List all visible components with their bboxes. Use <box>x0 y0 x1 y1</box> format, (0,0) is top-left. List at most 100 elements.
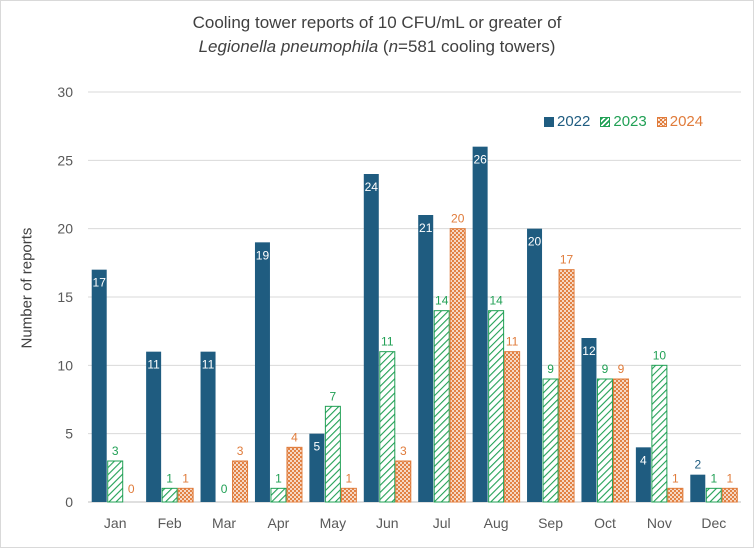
x-tick-label: Feb <box>158 515 182 531</box>
gridlines <box>88 91 741 503</box>
legend-label: 2024 <box>669 113 704 130</box>
legend-item-2023: 2023 <box>600 113 647 130</box>
x-tick-label: Mar <box>212 515 236 531</box>
bar-2022-Jun <box>363 174 379 502</box>
data-label-2022-Sep: 20 <box>528 235 542 249</box>
data-label-2023-Nov: 10 <box>653 348 667 362</box>
data-label-2022-Mar: 11 <box>202 358 215 372</box>
data-label-2022-Jun: 24 <box>365 180 379 194</box>
legend-item-2024: 2024 <box>656 113 704 130</box>
x-tick-label: Aug <box>484 515 509 531</box>
bar-2022-Nov <box>635 447 651 502</box>
chart-title-n: n <box>388 37 399 56</box>
bar-2024-Oct <box>612 378 629 503</box>
chart-title-line-1: Cooling tower reports of 10 CFU/mL or gr… <box>192 13 562 32</box>
data-label-2024-Aug: 11 <box>506 335 519 349</box>
bars <box>91 146 738 503</box>
y-tick-label: 5 <box>65 426 73 442</box>
chart-title-line-2: Legionella pneumophila (n=581 cooling to… <box>1 37 753 57</box>
data-label-2024-May: 1 <box>346 471 353 485</box>
bar-2023-Oct <box>596 378 613 503</box>
data-label-2024-Mar: 3 <box>237 444 244 458</box>
data-label-2023-Feb: 1 <box>166 471 173 485</box>
y-tick-label: 20 <box>57 221 73 237</box>
bar-2023-Dec <box>705 487 722 503</box>
bar-2023-Jun <box>379 351 396 503</box>
data-label-2023-Jul: 14 <box>435 294 449 308</box>
data-label-2022-Nov: 4 <box>640 453 647 467</box>
data-label-2023-Aug: 14 <box>489 294 503 308</box>
data-label-2023-Jun: 11 <box>381 335 394 349</box>
data-label-2024-Jun: 3 <box>400 444 407 458</box>
bar-2023-Sep <box>542 378 559 503</box>
bar-2022-Sep <box>527 228 543 502</box>
legend-swatch <box>656 116 667 127</box>
bar-2024-Apr <box>286 446 303 503</box>
data-label-2022-Oct: 12 <box>582 344 596 358</box>
bar-2022-Dec <box>690 474 706 502</box>
y-tick-label: 25 <box>57 152 73 168</box>
data-label-2024-Apr: 4 <box>291 430 298 444</box>
bar-2023-Nov <box>651 364 668 503</box>
legend-swatch <box>544 116 554 127</box>
x-tick-label: Jul <box>433 515 451 531</box>
bar-2023-Aug <box>488 310 505 503</box>
data-label-2023-Sep: 9 <box>547 362 554 376</box>
y-tick-label: 30 <box>57 84 73 100</box>
data-label-2022-Jul: 21 <box>419 221 433 235</box>
x-tick-label: Jan <box>104 515 127 531</box>
data-label-2024-Sep: 17 <box>560 253 574 267</box>
data-label-2022-Aug: 26 <box>473 153 487 167</box>
data-label-2024-Dec: 1 <box>726 471 733 485</box>
data-label-2024-Oct: 9 <box>618 362 625 376</box>
bar-2024-Mar <box>232 460 249 503</box>
x-tick-label: May <box>320 515 346 531</box>
x-tick-label: Oct <box>594 515 616 531</box>
bar-2024-Jul <box>449 228 466 503</box>
chart-title-close: =581 cooling towers) <box>398 37 556 56</box>
bar-2023-May <box>324 405 341 503</box>
data-label-2024-Jul: 20 <box>451 212 465 226</box>
y-tick-label: 0 <box>65 494 73 510</box>
bar-2022-Jul <box>418 215 434 502</box>
data-label-2024-Jan: 0 <box>128 482 135 496</box>
data-label-2023-Apr: 1 <box>275 471 282 485</box>
chart-title-open: ( <box>378 37 389 56</box>
bar-2022-Jan <box>91 269 107 502</box>
data-label-2022-May: 5 <box>314 440 321 454</box>
bar-2024-Jun <box>395 460 412 503</box>
data-label-2023-Dec: 1 <box>710 471 717 485</box>
legend-item-2022: 2022 <box>544 113 590 130</box>
data-label-2022-Apr: 19 <box>256 248 270 262</box>
legend-label: 2023 <box>613 113 647 130</box>
y-tick-label: 10 <box>57 357 73 373</box>
y-tick-label: 15 <box>57 289 73 305</box>
x-tick-label: Sep <box>538 515 563 531</box>
data-label-2024-Feb: 1 <box>182 471 189 485</box>
data-label-2023-May: 7 <box>330 389 337 403</box>
bar-2023-Apr <box>270 487 287 503</box>
x-tick-label: Jun <box>376 515 399 531</box>
legend-label: 2022 <box>557 113 591 130</box>
bar-2022-Aug <box>472 146 488 502</box>
data-label-2023-Jan: 3 <box>112 444 119 458</box>
bar-2024-Aug <box>504 351 521 503</box>
bar-2024-Sep <box>558 269 575 503</box>
chart-title-organism: Legionella pneumophila <box>198 37 379 56</box>
bar-2024-Feb <box>177 487 194 503</box>
bar-2022-Apr <box>254 242 270 503</box>
bar-2022-Mar <box>200 351 216 502</box>
bar-2023-Jul <box>433 310 450 503</box>
data-label-2022-Jan: 17 <box>93 276 107 290</box>
data-label-2023-Mar: 0 <box>221 482 228 496</box>
bar-2023-Jan <box>107 460 124 503</box>
bar-2024-Nov <box>667 487 684 503</box>
legend: 2022 2023 2024 <box>544 113 703 130</box>
bar-2024-Dec <box>721 487 738 503</box>
bar-2022-Oct <box>581 338 597 502</box>
x-tick-labels: Jan Feb Mar Apr May Jun Jul Aug Sep Oct Nov Dec <box>104 515 726 531</box>
data-label-2022-Dec: 2 <box>694 458 701 472</box>
